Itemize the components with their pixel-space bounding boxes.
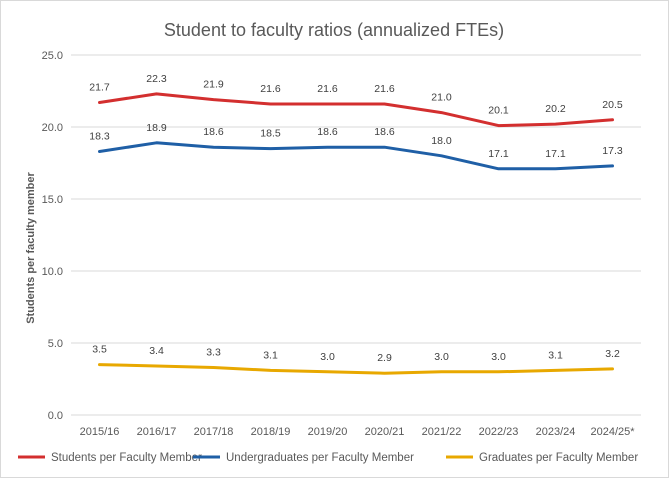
data-label: 18.0 [431,135,452,147]
series-line [98,141,614,171]
data-label: 18.6 [374,126,395,138]
x-tick-label: 2019/20 [308,426,348,438]
data-label: 22.3 [146,73,167,85]
x-tick-label: 2017/18 [194,426,234,438]
data-label: 17.3 [602,145,623,157]
series-line [98,92,614,128]
data-label: 18.6 [317,126,338,138]
x-tick-label: 2022/23 [479,426,519,438]
data-label: 17.1 [545,148,566,160]
data-label: 21.7 [89,82,110,94]
y-tick-label: 25.0 [42,50,63,62]
legend-label: Students per Faculty Member [51,452,202,464]
data-label: 18.6 [203,126,224,138]
x-tick-label: 2015/16 [80,426,120,438]
y-tick-label: 20.0 [42,122,63,134]
data-label: 21.9 [203,79,224,91]
legend-label: Graduates per Faculty Member [479,452,638,464]
x-tick-label: 2018/19 [251,426,291,438]
data-labels: 21.7 22.3 21.9 21.6 21.6 21.6 21.0 20.1 20.2 20.5… [89,73,623,364]
legend: Students per Faculty Member Undergraduate… [18,452,638,464]
data-label: 20.5 [602,99,623,111]
data-label: 17.1 [488,148,509,160]
data-label: 2.9 [377,352,392,364]
data-label: 21.6 [260,83,281,95]
data-label: 18.9 [146,122,167,134]
chart-title: Student to faculty ratios (annualized FT… [164,20,504,40]
data-label: 3.2 [605,348,620,360]
legend-label: Undergraduates per Faculty Member [226,452,414,464]
data-label: 3.5 [92,344,107,356]
y-tick-label: 10.0 [42,266,63,278]
data-label: 21.6 [317,83,338,95]
data-label: 3.0 [491,351,506,363]
y-tick-label: 15.0 [42,194,63,206]
data-label: 3.1 [548,349,563,361]
y-tick-label: 0.0 [48,410,63,422]
data-label: 3.1 [263,349,278,361]
data-label: 18.3 [89,130,110,142]
y-tick-label: 5.0 [48,338,63,350]
x-tick-label: 2021/22 [422,426,462,438]
y-axis-label: Students per faculty member [25,171,37,323]
data-label: 3.0 [320,351,335,363]
gridlines [71,54,641,416]
y-axis-ticks: 0.0 5.0 10.0 15.0 20.0 25.0 [42,50,63,422]
data-label: 21.0 [431,92,452,104]
series-line [98,363,614,375]
data-label: 20.1 [488,105,509,117]
x-axis-ticks: 2015/16 2016/17 2017/18 2018/19 2019/20 2020/… [80,426,636,438]
x-tick-label: 2024/25* [590,426,635,438]
series-lines [98,92,614,375]
data-label: 18.5 [260,128,281,140]
data-label: 20.2 [545,103,566,115]
x-tick-label: 2016/17 [137,426,177,438]
data-label: 3.4 [149,345,164,357]
data-label: 3.3 [206,346,221,358]
x-tick-label: 2023/24 [536,426,576,438]
x-tick-label: 2020/21 [365,426,405,438]
data-label: 3.0 [434,351,449,363]
data-label: 21.6 [374,83,395,95]
